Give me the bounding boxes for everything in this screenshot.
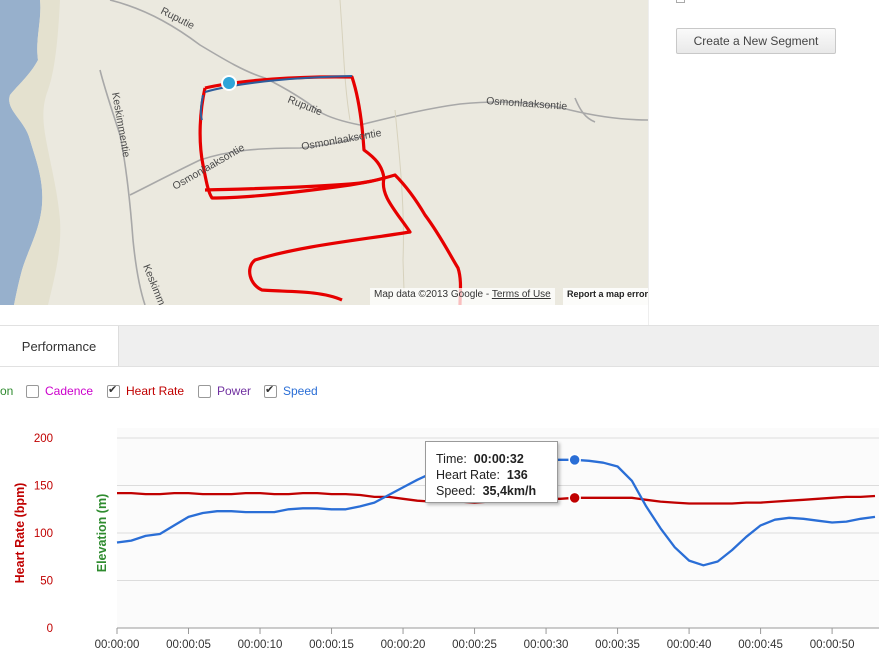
tooltip-hr-value: 136 <box>506 468 528 482</box>
map[interactable]: Ruputie Ruputie Osmonlaaksontie Osmonlaa… <box>0 0 648 305</box>
tooltip-hr-label: Heart Rate: <box>436 468 500 482</box>
report-map-error-link[interactable]: Report a map error <box>563 288 648 305</box>
x-tick-label: 00:00:40 <box>667 639 712 651</box>
map-land <box>0 0 648 305</box>
x-tick-label: 00:00:25 <box>452 639 497 651</box>
toggle-power[interactable]: Power <box>198 384 251 398</box>
toggle-speed[interactable]: Speed <box>264 383 318 398</box>
tab-performance[interactable]: Performance <box>0 326 119 366</box>
x-tick-label: 00:00:00 <box>95 639 140 651</box>
osmonlaaksontie-west-road <box>129 132 371 196</box>
tooltip-hr-row: Heart Rate: 136 <box>436 467 557 483</box>
y-tick-label: 200 <box>34 433 53 445</box>
x-tick-label: 00:00:45 <box>738 639 783 651</box>
y-tick-label: 100 <box>34 528 53 540</box>
x-tick-label: 00:00:30 <box>524 639 569 651</box>
y-axis-title-elevation: Elevation (m) <box>95 494 109 573</box>
heart-rate-label: Heart Rate <box>126 384 185 398</box>
speed-label: Speed <box>283 384 318 398</box>
toggle-heart-rate[interactable]: Heart Rate <box>107 383 185 398</box>
map-path-2 <box>394 109 405 291</box>
tooltip-time-value: 00:00:32 <box>473 452 524 466</box>
tooltip-speed-row: Speed: 35,4km/h <box>436 483 557 499</box>
tooltip-time-label: Time: <box>436 452 467 466</box>
cadence-checkbox[interactable] <box>26 384 39 398</box>
tooltip-time-row: Time: 00:00:32 <box>436 451 557 467</box>
terms-of-use-link[interactable]: Terms of Use <box>491 289 551 300</box>
map-beach <box>9 0 61 305</box>
x-tick-label: 00:00:10 <box>238 639 283 651</box>
speed-checkbox[interactable] <box>264 383 277 398</box>
checkbox[interactable] <box>676 0 685 3</box>
y-tick-label: 0 <box>47 623 53 635</box>
power-checkbox[interactable] <box>198 384 211 398</box>
y-axis-title-heart-rate: Heart Rate (bpm) <box>13 483 27 584</box>
right-panel: Create a New Segment <box>648 0 879 325</box>
x-tick-label: 00:00:05 <box>166 639 211 651</box>
position-marker[interactable] <box>221 75 237 91</box>
map-roads <box>99 0 648 305</box>
tooltip-speed-label: Speed: <box>436 484 476 498</box>
road-label-osmonlaaksontie-right: Osmonlaaksontie <box>486 95 568 113</box>
route-highlight <box>204 75 353 93</box>
x-tick-label: 00:00:50 <box>810 639 855 651</box>
x-tick-label: 00:00:15 <box>309 639 354 651</box>
cadence-label: Cadence <box>45 384 94 398</box>
tooltip-speed-value: 35,4km/h <box>482 484 537 498</box>
heart-rate-checkbox[interactable] <box>107 383 120 398</box>
osmonlaaksontie-road <box>359 101 648 126</box>
map-path <box>339 0 351 121</box>
legend-partial-label: on <box>0 384 14 398</box>
speed-hover-point <box>568 453 581 467</box>
heart-rate-hover-point <box>568 491 581 505</box>
map-attribution: Map data ©2013 Google - Terms of Use <box>370 288 555 305</box>
x-tick-label: 00:00:20 <box>381 639 426 651</box>
route-highlight-2 <box>199 94 204 121</box>
tab-bar: Performance <box>0 325 879 367</box>
side-road <box>574 97 596 123</box>
x-tick-label: 00:00:35 <box>595 639 640 651</box>
chart-tooltip: Time: 00:00:32 Heart Rate: 136 Speed: 35… <box>425 441 558 503</box>
y-tick-label: 150 <box>34 481 53 493</box>
create-segment-button[interactable]: Create a New Segment <box>676 28 836 54</box>
keskimmentie-road <box>99 69 146 305</box>
y-tick-label: 50 <box>40 576 53 588</box>
map-attribution-text: Map data ©2013 Google - <box>374 289 490 300</box>
ruputie-road <box>109 0 361 126</box>
power-label: Power <box>217 384 252 398</box>
map-canvas[interactable]: Ruputie Ruputie Osmonlaaksontie Osmonlaa… <box>0 0 648 305</box>
map-sea <box>0 0 43 305</box>
toggle-cadence[interactable]: Cadence <box>26 384 93 398</box>
